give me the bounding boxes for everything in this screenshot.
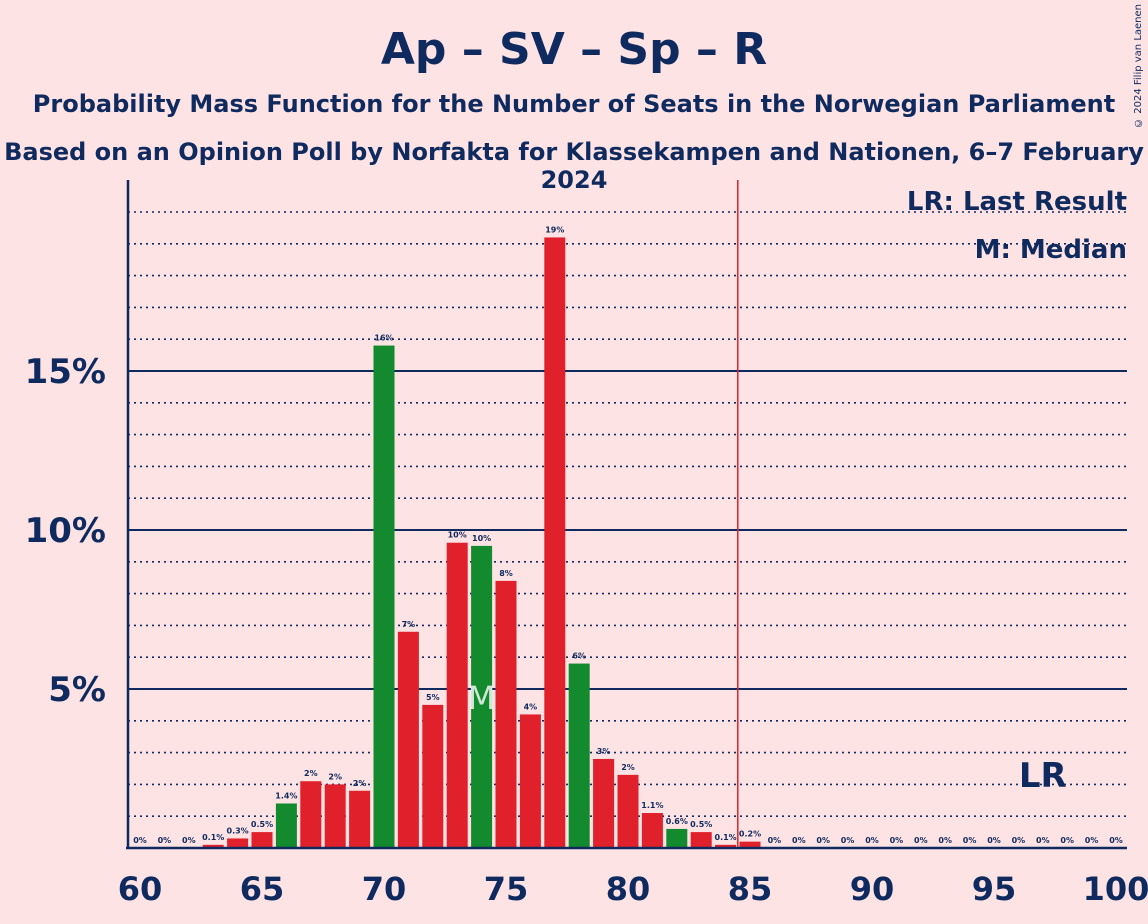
bar-green: [666, 828, 688, 848]
bar-red: [495, 580, 517, 848]
data-label: 0%: [182, 836, 196, 845]
data-label: 0%: [890, 836, 904, 845]
data-label: 6%: [572, 652, 586, 661]
bar-green: [568, 663, 590, 848]
bar-red: [422, 704, 444, 848]
median-marker: M: [468, 679, 496, 717]
bar-red: [227, 838, 249, 848]
x-tick-label: 60: [118, 870, 163, 908]
data-label: 0%: [841, 836, 855, 845]
data-label: 7%: [402, 620, 416, 629]
data-label: 0%: [1012, 836, 1026, 845]
data-label: 0.5%: [690, 820, 712, 829]
x-tick-label: 100: [1083, 870, 1148, 908]
data-label: 2%: [304, 769, 318, 778]
chart-title: Ap – SV – Sp – R: [380, 24, 768, 75]
data-label: 1.1%: [641, 801, 663, 810]
data-label: 1.4%: [275, 791, 297, 800]
bar-red: [690, 832, 712, 848]
bar-green: [373, 345, 395, 848]
bar-red: [397, 631, 419, 848]
legend-last-result: LR: Last Result: [907, 187, 1127, 217]
chart-subtitle-source: Based on an Opinion Poll by Norfakta for…: [4, 138, 1144, 194]
y-tick-label: 5%: [48, 670, 106, 710]
data-label: 0.5%: [251, 820, 273, 829]
data-label: 0.2%: [739, 830, 761, 839]
bar-red: [324, 784, 346, 848]
bar-red: [300, 781, 322, 848]
data-label: 0%: [1036, 836, 1050, 845]
bar-red: [641, 813, 663, 848]
last-result-marker: LR: [1019, 756, 1067, 796]
legend-median: M: Median: [975, 235, 1127, 265]
y-tick-label: 15%: [25, 352, 106, 392]
data-label: 5%: [426, 693, 440, 702]
bar-green: [275, 803, 297, 848]
data-label: 2%: [328, 772, 342, 781]
data-label: 0%: [938, 836, 952, 845]
data-label: 19%: [545, 225, 564, 234]
bar-red: [739, 841, 761, 848]
data-label: 0%: [987, 836, 1001, 845]
y-tick-label: 10%: [25, 511, 106, 551]
data-label: 0.1%: [715, 833, 737, 842]
data-label: 0%: [914, 836, 928, 845]
data-label: 2%: [621, 763, 635, 772]
x-tick-label: 80: [606, 870, 651, 908]
x-tick-label: 90: [850, 870, 895, 908]
bar-red: [544, 237, 566, 848]
bar-red: [349, 790, 371, 848]
data-label: 0%: [865, 836, 879, 845]
data-label: 0.3%: [227, 826, 249, 835]
data-label: 0%: [1109, 836, 1123, 845]
data-label: 10%: [448, 531, 467, 540]
bar-red: [617, 774, 639, 848]
data-label: 0%: [963, 836, 977, 845]
data-label: 0.1%: [202, 833, 224, 842]
data-label: 0%: [1085, 836, 1099, 845]
data-label: 0%: [768, 836, 782, 845]
bar-red: [593, 758, 615, 848]
x-tick-label: 95: [972, 870, 1017, 908]
data-label: 10%: [472, 534, 491, 543]
bar-red: [519, 714, 541, 848]
chart-subtitle: Probability Mass Function for the Number…: [32, 90, 1116, 118]
data-label: 0%: [816, 836, 830, 845]
bar-red: [251, 832, 273, 848]
data-label: 0.6%: [666, 817, 688, 826]
data-label: 0%: [792, 836, 806, 845]
data-label: 8%: [499, 569, 513, 578]
data-label: 3%: [597, 747, 611, 756]
data-label: 2%: [353, 779, 367, 788]
data-label: 0%: [1060, 836, 1074, 845]
data-label: 4%: [524, 702, 538, 711]
bar-red: [202, 844, 224, 848]
data-label: 16%: [374, 334, 393, 343]
bar-green: [471, 545, 493, 848]
bar-red: [446, 542, 468, 848]
data-label: 0%: [158, 836, 172, 845]
data-label: 0%: [133, 836, 147, 845]
x-tick-label: 70: [362, 870, 407, 908]
bar-red: [715, 844, 737, 848]
x-tick-label: 75: [484, 870, 529, 908]
x-tick-label: 65: [240, 870, 285, 908]
x-tick-label: 85: [728, 870, 773, 908]
